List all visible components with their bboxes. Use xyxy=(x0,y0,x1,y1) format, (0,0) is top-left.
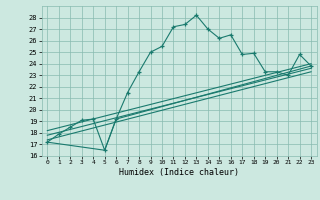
X-axis label: Humidex (Indice chaleur): Humidex (Indice chaleur) xyxy=(119,168,239,177)
